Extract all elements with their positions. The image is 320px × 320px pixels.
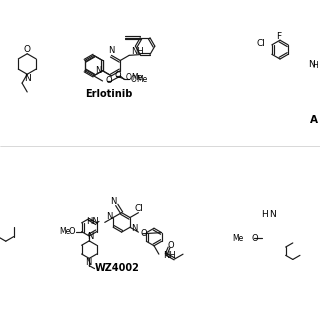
- Text: O: O: [168, 241, 174, 250]
- Text: N: N: [87, 232, 93, 241]
- Text: HN: HN: [86, 217, 99, 226]
- Text: N: N: [110, 197, 117, 206]
- Text: NH: NH: [163, 251, 176, 260]
- Text: N: N: [24, 74, 31, 83]
- Text: O: O: [24, 45, 31, 54]
- Text: Cl: Cl: [135, 204, 144, 213]
- Text: O: O: [251, 234, 258, 243]
- Text: N: N: [85, 258, 92, 267]
- Text: N: N: [269, 210, 276, 219]
- Text: Erlotinib: Erlotinib: [85, 89, 133, 99]
- Text: N: N: [95, 66, 101, 75]
- Text: NH: NH: [131, 47, 143, 56]
- Text: Cl: Cl: [257, 39, 266, 48]
- Text: O: O: [114, 71, 121, 80]
- Text: O: O: [69, 227, 75, 236]
- Text: N: N: [131, 224, 137, 233]
- Text: N: N: [106, 212, 112, 221]
- Text: F: F: [276, 31, 282, 41]
- Text: WZ4002: WZ4002: [94, 263, 139, 273]
- Text: H: H: [260, 210, 268, 219]
- Text: O: O: [126, 73, 132, 82]
- Text: N: N: [108, 46, 115, 55]
- Text: O: O: [141, 229, 147, 238]
- Text: Me: Me: [59, 227, 70, 236]
- Text: Me: Me: [136, 75, 147, 84]
- Text: O: O: [131, 75, 137, 84]
- Text: H: H: [312, 61, 318, 70]
- Text: Me: Me: [132, 73, 143, 82]
- Text: N: N: [308, 60, 315, 68]
- Text: A: A: [310, 115, 318, 125]
- Text: O: O: [105, 76, 112, 85]
- Text: Me: Me: [232, 234, 243, 243]
